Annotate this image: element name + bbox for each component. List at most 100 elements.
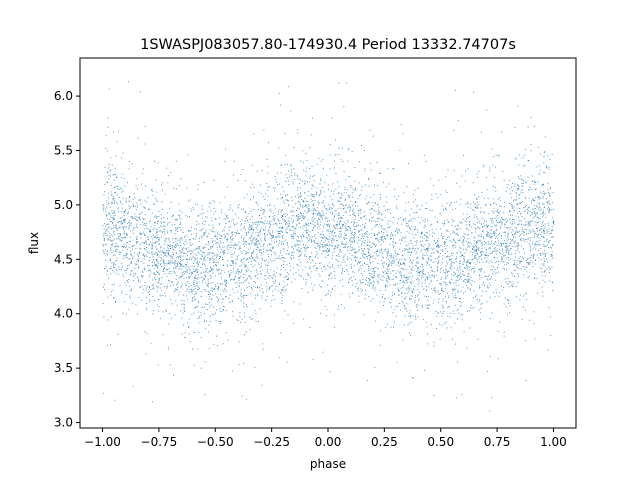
data-point: [417, 309, 419, 311]
data-point: [361, 190, 363, 192]
data-point: [470, 289, 471, 291]
data-point: [171, 257, 173, 259]
data-point: [110, 221, 111, 223]
data-point: [186, 262, 188, 264]
data-point: [152, 253, 154, 255]
data-point: [302, 205, 304, 207]
data-point: [223, 252, 225, 254]
data-point: [252, 239, 254, 241]
data-point: [416, 270, 418, 272]
data-point: [188, 318, 190, 320]
data-point: [336, 244, 338, 246]
data-point: [334, 235, 336, 237]
data-point: [377, 274, 379, 276]
data-point: [484, 257, 486, 259]
data-point: [107, 344, 108, 346]
data-point: [522, 185, 524, 187]
data-point: [228, 274, 230, 276]
data-point: [312, 287, 314, 289]
data-point: [160, 295, 162, 297]
data-point: [199, 315, 201, 317]
data-point: [423, 319, 425, 321]
data-point: [460, 275, 462, 277]
data-point: [481, 245, 483, 247]
data-point: [351, 231, 353, 233]
data-point: [485, 241, 487, 243]
data-point: [386, 280, 388, 282]
data-point: [511, 214, 513, 216]
data-point: [373, 210, 375, 212]
data-point: [190, 244, 192, 246]
data-point: [542, 184, 543, 186]
data-point: [549, 208, 551, 210]
data-point: [271, 277, 273, 278]
data-point: [180, 257, 182, 258]
data-point: [358, 301, 360, 303]
data-point: [126, 257, 128, 259]
data-point: [112, 269, 114, 271]
data-point: [461, 319, 463, 321]
data-point: [491, 229, 492, 231]
data-point: [514, 185, 516, 187]
data-point: [133, 245, 135, 246]
data-point: [481, 192, 483, 193]
data-point: [200, 258, 202, 260]
data-point: [145, 289, 147, 291]
data-point: [351, 237, 353, 239]
data-point: [162, 250, 164, 251]
data-point: [132, 385, 134, 387]
data-point: [480, 251, 482, 253]
data-point: [417, 229, 419, 231]
data-point: [369, 129, 371, 131]
data-point: [110, 194, 112, 196]
data-point: [355, 251, 357, 253]
data-point: [411, 251, 413, 253]
data-point: [476, 249, 477, 251]
data-point: [515, 199, 517, 201]
data-point: [321, 210, 323, 211]
data-point: [156, 249, 158, 251]
data-point: [193, 281, 195, 283]
data-point: [378, 213, 380, 215]
data-point: [112, 131, 114, 133]
data-point: [367, 236, 369, 238]
data-point: [338, 186, 340, 188]
data-point: [311, 252, 312, 254]
data-point: [187, 251, 189, 253]
data-point: [506, 227, 508, 229]
data-point: [359, 194, 361, 196]
data-point: [202, 247, 204, 249]
data-point: [462, 254, 463, 256]
data-point: [512, 182, 513, 184]
data-point: [318, 202, 320, 204]
data-point: [252, 266, 254, 268]
data-point: [398, 262, 400, 264]
data-point: [381, 214, 383, 216]
data-point: [282, 226, 284, 228]
data-point: [387, 282, 389, 283]
data-point: [552, 202, 553, 204]
data-point: [473, 307, 475, 309]
data-point: [513, 241, 515, 243]
data-point: [279, 273, 281, 275]
data-point: [444, 295, 446, 297]
data-point: [376, 255, 378, 257]
data-point: [212, 252, 214, 254]
data-point: [107, 171, 109, 173]
data-point: [503, 331, 505, 333]
data-point: [545, 245, 547, 247]
data-point: [281, 290, 283, 292]
data-point: [370, 276, 372, 278]
data-point: [487, 233, 489, 235]
data-point: [275, 281, 276, 283]
data-point: [188, 229, 190, 231]
data-point: [404, 259, 406, 261]
data-point: [445, 268, 447, 270]
data-point: [313, 196, 315, 198]
data-point: [304, 217, 306, 219]
data-point: [381, 297, 383, 299]
data-point: [229, 264, 231, 266]
data-point: [368, 268, 370, 270]
data-point: [176, 266, 178, 267]
